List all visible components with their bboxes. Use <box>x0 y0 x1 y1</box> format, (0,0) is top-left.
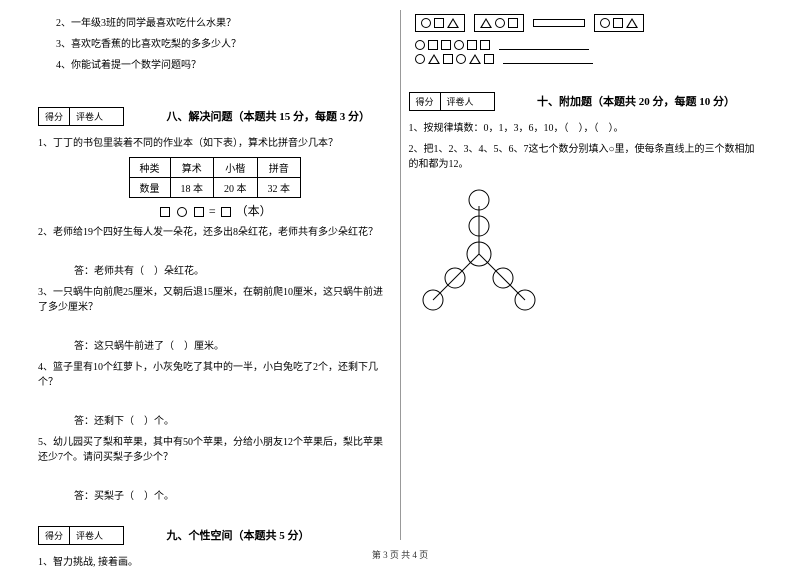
th-xiaokai: 小楷 <box>214 158 258 178</box>
workbook-table: 种类 算术 小楷 拼音 数量 18 本 20 本 32 本 <box>129 157 302 198</box>
circle-diagram <box>409 188 549 318</box>
circle-icon <box>454 40 464 50</box>
triangle-icon <box>480 18 492 28</box>
tr-qty: 数量 <box>129 178 170 198</box>
circle-icon <box>421 18 431 28</box>
triangle-icon <box>428 54 440 64</box>
pattern-row-2 <box>415 40 763 50</box>
equation-row: = （本） <box>38 202 392 219</box>
eq-tail: （本） <box>236 204 272 218</box>
grader-label: 评卷人 <box>441 93 494 110</box>
p8-4: 4、篮子里有10个红萝卜，小灰兔吃了其中的一半，小白兔吃了2个，还剩下几个？ <box>38 360 392 390</box>
triangle-icon <box>626 18 638 28</box>
triangle-icon <box>447 18 459 28</box>
square-icon <box>613 18 623 28</box>
circle-icon <box>177 207 187 217</box>
score-box-8: 得分 评卷人 <box>38 107 124 126</box>
square-icon <box>434 18 444 28</box>
pattern-row-3 <box>415 54 763 64</box>
box-icon <box>194 207 204 217</box>
score-box-9: 得分 评卷人 <box>38 526 124 545</box>
circle-icon <box>415 54 425 64</box>
circle-icon <box>456 54 466 64</box>
square-icon <box>508 18 518 28</box>
square-icon <box>484 54 494 64</box>
score-label: 得分 <box>410 93 441 110</box>
p8-3: 3、一只蜗牛向前爬25厘米，又朝后退15厘米，在朝前爬10厘米，这只蜗牛前进了多… <box>38 285 392 315</box>
th-arith: 算术 <box>170 158 214 178</box>
blank-line <box>503 54 593 64</box>
triangle-icon <box>469 54 481 64</box>
td-v2: 20 本 <box>214 178 258 198</box>
circle-icon <box>495 18 505 28</box>
square-icon <box>480 40 490 50</box>
page-footer: 第 3 页 共 4 页 <box>0 548 800 561</box>
p8-4a: 答：还剩下（ ）个。 <box>38 414 392 429</box>
p8-5: 5、幼儿园买了梨和苹果，其中有50个苹果，分给小朋友12个苹果后，梨比苹果还少7… <box>38 435 392 465</box>
section-10-title: 十、附加题（本题共 20 分，每题 10 分） <box>537 93 735 109</box>
pattern-box <box>594 14 644 32</box>
p10-2: 2、把1、2、3、4、5、6、7这七个数分别填入○里，使每条直线上的三个数相加的… <box>409 142 763 172</box>
p8-1: 1、丁丁的书包里装着不同的作业本（如下表），算术比拼音少几本？ <box>38 136 392 151</box>
right-column: 得分 评卷人 十、附加题（本题共 20 分，每题 10 分） 1、按规律填数：0… <box>401 10 771 540</box>
pattern-box-blank <box>533 19 585 27</box>
p8-2: 2、老师给19个四好生每人发一朵花，还多出8朵红花，老师共有多少朵红花？ <box>38 225 392 240</box>
score-box-10: 得分 评卷人 <box>409 92 495 111</box>
p10-1: 1、按规律填数：0，1，3，6，10，（ ），（ ）。 <box>409 121 763 136</box>
section-9-title: 九、个性空间（本题共 5 分） <box>167 527 310 543</box>
th-pinyin: 拼音 <box>257 158 301 178</box>
page: 2、一年级3班的同学最喜欢吃什么水果？ 3、喜欢吃香蕉的比喜欢吃梨的多多少人？ … <box>0 0 800 540</box>
p8-2a: 答：老师共有（ ）朵红花。 <box>38 264 392 279</box>
p8-5a: 答：买梨子（ ）个。 <box>38 489 392 504</box>
pattern-box <box>415 14 465 32</box>
pattern-box <box>474 14 524 32</box>
th-type: 种类 <box>129 158 170 178</box>
td-v3: 32 本 <box>257 178 301 198</box>
q3: 3、喜欢吃香蕉的比喜欢吃梨的多多少人？ <box>38 37 392 52</box>
square-icon <box>443 54 453 64</box>
square-icon <box>467 40 477 50</box>
square-icon <box>441 40 451 50</box>
section-8-title: 八、解决问题（本题共 15 分，每题 3 分） <box>167 108 371 124</box>
grader-label: 评卷人 <box>70 527 123 544</box>
td-v1: 18 本 <box>170 178 214 198</box>
p8-3a: 答：这只蜗牛前进了（ ）厘米。 <box>38 339 392 354</box>
box-icon <box>160 207 170 217</box>
box-icon <box>221 207 231 217</box>
score-label: 得分 <box>39 108 70 125</box>
circle-icon <box>415 40 425 50</box>
grader-label: 评卷人 <box>70 108 123 125</box>
left-column: 2、一年级3班的同学最喜欢吃什么水果？ 3、喜欢吃香蕉的比喜欢吃梨的多多少人？ … <box>30 10 401 540</box>
blank-line <box>499 40 589 50</box>
score-label: 得分 <box>39 527 70 544</box>
q2: 2、一年级3班的同学最喜欢吃什么水果？ <box>38 16 392 31</box>
pattern-row-1 <box>415 14 763 36</box>
circle-icon <box>600 18 610 28</box>
square-icon <box>428 40 438 50</box>
q4: 4、你能试着提一个数学问题吗？ <box>38 58 392 73</box>
